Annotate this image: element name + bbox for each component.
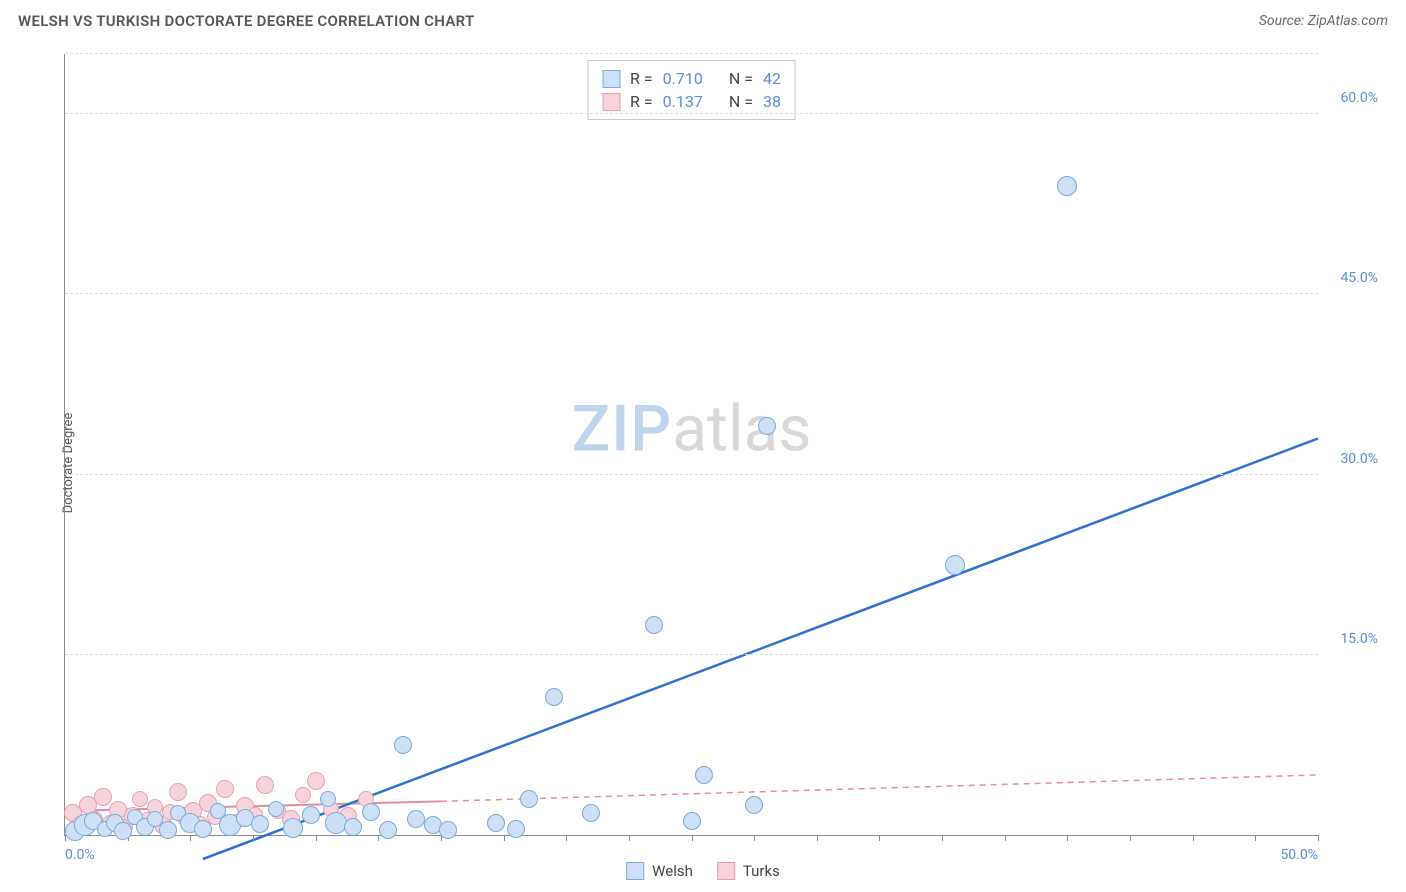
scatter-point-welsh — [582, 804, 600, 822]
legend-item-turks: Turks — [717, 862, 780, 880]
x-tick — [1255, 835, 1256, 841]
scatter-point-turks — [94, 788, 112, 806]
scatter-point-turks — [216, 780, 234, 798]
x-tick — [316, 835, 317, 841]
grid-line — [65, 654, 1318, 655]
x-tick — [692, 835, 693, 841]
y-tick-label: 30.0% — [1323, 451, 1378, 467]
grid-line — [65, 293, 1318, 294]
grid-line — [65, 53, 1318, 54]
scatter-point-welsh — [945, 555, 965, 575]
x-tick — [1067, 835, 1068, 841]
x-tick — [504, 835, 505, 841]
scatter-point-welsh — [520, 790, 538, 808]
chart-title: WELSH VS TURKISH DOCTORATE DEGREE CORREL… — [18, 12, 475, 30]
stats-swatch-welsh — [602, 70, 620, 88]
stats-r-value: 0.710 — [663, 69, 703, 88]
x-tick-label: 0.0% — [65, 847, 95, 863]
scatter-point-welsh — [507, 820, 525, 838]
scatter-point-welsh — [758, 417, 776, 435]
scatter-point-welsh — [251, 815, 269, 833]
stats-box: R = 0.710 N = 42 R = 0.137 N = 38 — [587, 60, 796, 120]
x-tick — [253, 835, 254, 841]
scatter-point-welsh — [487, 814, 505, 832]
scatter-point-welsh — [325, 812, 347, 834]
scatter-point-welsh — [683, 812, 701, 830]
stats-n-value: 38 — [763, 92, 781, 111]
scatter-point-welsh — [320, 791, 336, 807]
stats-row-turks: R = 0.137 N = 38 — [602, 90, 781, 113]
y-tick-label: 15.0% — [1323, 631, 1378, 647]
stats-row-welsh: R = 0.710 N = 42 — [602, 67, 781, 90]
stats-r-label: R = — [630, 92, 653, 111]
scatter-point-welsh — [695, 766, 713, 784]
x-tick — [629, 835, 630, 841]
stats-n-value: 42 — [763, 69, 781, 88]
scatter-point-welsh — [745, 796, 763, 814]
scatter-point-welsh — [379, 821, 397, 839]
grid-line — [65, 474, 1318, 475]
stats-n-label: N = — [729, 69, 753, 88]
legend-swatch-turks — [717, 862, 735, 880]
scatter-point-welsh — [344, 818, 362, 836]
legend-label-turks: Turks — [743, 862, 780, 880]
scatter-point-welsh — [545, 688, 563, 706]
x-tick — [1130, 835, 1131, 841]
scatter-point-welsh — [394, 736, 412, 754]
x-tick — [190, 835, 191, 841]
chart-source: Source: ZipAtlas.com — [1259, 13, 1388, 29]
stats-r-value: 0.137 — [663, 92, 703, 111]
scatter-point-welsh — [302, 806, 320, 824]
stats-n-label: N = — [729, 92, 753, 111]
scatter-point-turks — [132, 791, 148, 807]
scatter-point-welsh — [645, 616, 663, 634]
scatter-point-welsh — [283, 818, 303, 838]
y-tick-label: 45.0% — [1323, 270, 1378, 286]
chart-header: WELSH VS TURKISH DOCTORATE DEGREE CORREL… — [0, 0, 1406, 38]
scatter-point-welsh — [407, 810, 425, 828]
stats-r-label: R = — [630, 69, 653, 88]
x-tick — [566, 835, 567, 841]
scatter-point-welsh — [194, 820, 212, 838]
legend-item-welsh: Welsh — [626, 862, 693, 880]
scatter-point-welsh — [114, 822, 132, 840]
x-tick — [754, 835, 755, 841]
scatter-point-turks — [256, 776, 274, 794]
scatter-point-welsh — [1057, 176, 1077, 196]
x-tick — [942, 835, 943, 841]
scatter-point-turks — [295, 787, 311, 803]
x-tick — [1005, 835, 1006, 841]
legend-label-welsh: Welsh — [652, 862, 693, 880]
y-tick-label: 60.0% — [1323, 90, 1378, 106]
x-tick — [879, 835, 880, 841]
scatter-point-welsh — [159, 821, 177, 839]
scatter-point-turks — [169, 783, 187, 801]
plot-area: ZIPatlas R = 0.710 N = 42 R = 0.137 N = … — [64, 54, 1318, 836]
x-tick — [817, 835, 818, 841]
trend-lines — [65, 54, 1318, 835]
x-tick — [1318, 835, 1319, 841]
trend-line — [441, 775, 1318, 801]
stats-swatch-turks — [602, 93, 620, 111]
grid-line — [65, 113, 1318, 114]
scatter-point-welsh — [362, 803, 380, 821]
x-tick-label: 50.0% — [1280, 847, 1318, 863]
x-tick — [378, 835, 379, 841]
chart-container: Doctorate Degree ZIPatlas R = 0.710 N = … — [18, 42, 1388, 884]
scatter-point-turks — [307, 772, 325, 790]
legend-swatch-welsh — [626, 862, 644, 880]
scatter-point-welsh — [439, 821, 457, 839]
scatter-point-welsh — [268, 801, 284, 817]
x-tick — [1193, 835, 1194, 841]
bottom-legend: Welsh Turks — [626, 862, 780, 880]
